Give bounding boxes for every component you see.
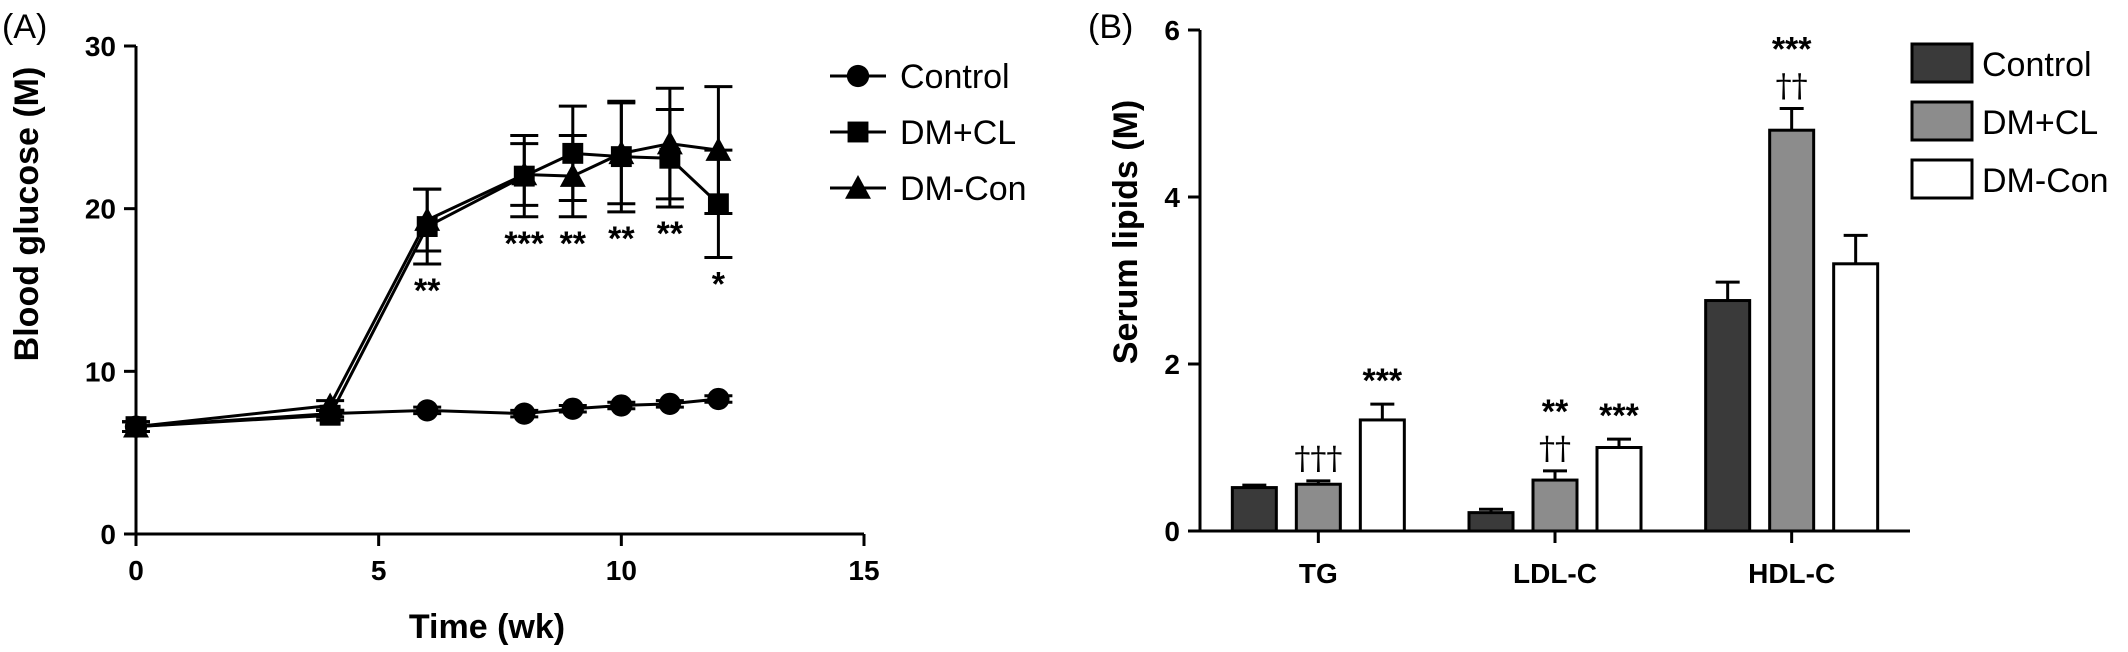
bar-series-dm-cl xyxy=(1294,106,1816,533)
significance-label: †† xyxy=(1539,429,1571,467)
x-tick-label: 10 xyxy=(606,555,637,586)
data-point xyxy=(317,392,344,417)
bar xyxy=(1768,128,1816,533)
series-control xyxy=(122,387,733,438)
bar xyxy=(1358,418,1406,533)
y-tick-label: 0 xyxy=(100,519,116,550)
data-point xyxy=(511,161,538,186)
legend-marker xyxy=(846,64,870,88)
y-tick-label: 10 xyxy=(85,356,116,387)
data-point xyxy=(561,397,584,420)
panel-b-ylabel: Serum lipids (M) xyxy=(1107,100,1145,364)
significance-label: *** xyxy=(1599,397,1639,435)
y-tick-label: 4 xyxy=(1164,182,1180,213)
data-point xyxy=(610,394,633,417)
significance-label: ††† xyxy=(1294,439,1342,477)
y-tick-label: 20 xyxy=(85,194,116,225)
legend-swatch xyxy=(1910,100,1974,142)
legend-swatch xyxy=(1910,158,1974,200)
bar-series-control xyxy=(1230,280,1752,533)
data-point xyxy=(414,207,441,231)
legend-label: DM+CL xyxy=(900,114,1016,152)
panel-b-label: (B) xyxy=(1088,8,1133,46)
data-point xyxy=(559,163,586,187)
panel-a-xlabel: Time (wk) xyxy=(409,608,565,646)
x-tick-label: 5 xyxy=(371,555,387,586)
legend-marker xyxy=(845,175,871,199)
significance-label: *** xyxy=(1362,362,1402,400)
y-tick-label: 0 xyxy=(1164,516,1180,547)
legend-label: Control xyxy=(900,58,1010,96)
series-dm-con xyxy=(122,85,733,438)
significance-label: ** xyxy=(1542,393,1569,431)
bar xyxy=(1595,446,1643,533)
legend-label: DM-Con xyxy=(1982,162,2109,200)
bar xyxy=(1467,511,1515,533)
x-tick-label: 15 xyxy=(848,555,879,586)
legend-label: Control xyxy=(1982,46,2092,84)
bar-series-dm-con xyxy=(1358,233,1880,533)
category-label: HDL-C xyxy=(1748,558,1835,589)
data-point xyxy=(658,392,682,416)
data-point xyxy=(123,413,149,438)
category-label: LDL-C xyxy=(1513,558,1597,589)
y-tick-label: 2 xyxy=(1164,349,1180,380)
significance-label: *** xyxy=(1772,30,1812,68)
legend-marker xyxy=(847,121,869,143)
legend-a: Control DM+CL DM-Con xyxy=(830,58,1027,208)
bar xyxy=(1531,478,1579,533)
panel-a-label: (A) xyxy=(2,8,47,46)
y-tick-label: 6 xyxy=(1164,15,1180,46)
x-tick-label: 0 xyxy=(128,555,144,586)
data-point xyxy=(705,137,732,161)
panel-a-ylabel: Blood glucose (M) xyxy=(8,67,46,362)
legend-label: DM-Con xyxy=(900,170,1027,208)
significance-label: ** xyxy=(608,220,635,258)
bar xyxy=(1832,262,1880,533)
bar xyxy=(1230,486,1278,533)
significance-label: ** xyxy=(560,225,587,263)
significance-label: *** xyxy=(504,225,544,263)
data-point xyxy=(656,130,683,155)
series-line xyxy=(135,142,719,429)
data-point xyxy=(513,402,536,425)
legend-label: DM+CL xyxy=(1982,104,2098,142)
bar xyxy=(1294,482,1342,533)
significance-label: ** xyxy=(657,215,684,253)
data-point xyxy=(608,140,635,165)
bar xyxy=(1704,299,1752,533)
significance-label: ** xyxy=(414,272,441,310)
y-tick-label: 30 xyxy=(85,31,116,62)
significance-label: †† xyxy=(1776,66,1808,104)
data-point xyxy=(707,387,730,411)
data-point xyxy=(416,399,439,422)
legend-swatch xyxy=(1910,42,1974,84)
legend-b: Control DM+CL DM-Con xyxy=(1910,42,2109,200)
significance-label: * xyxy=(712,265,726,303)
series-dm-cl xyxy=(122,99,733,438)
category-label: TG xyxy=(1299,558,1338,589)
